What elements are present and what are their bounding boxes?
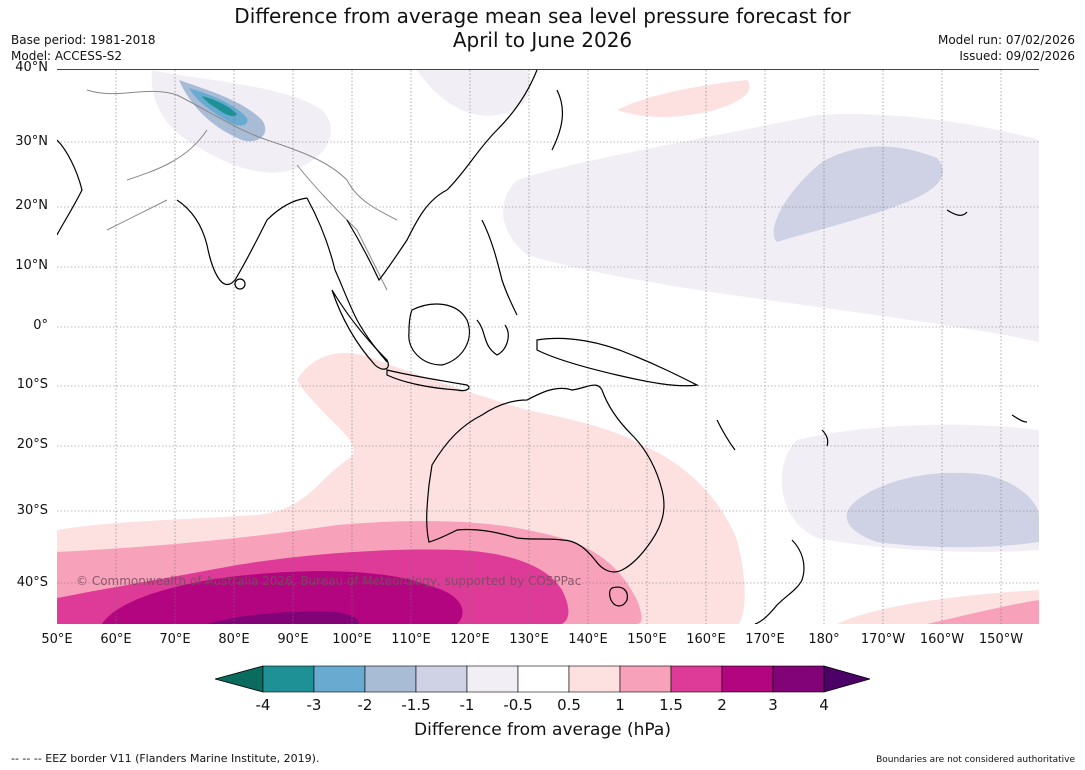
lon-label-180: 180° <box>808 632 840 647</box>
colorbar-tick: 0.5 <box>557 696 581 714</box>
colorbar-swatch-3 <box>364 665 417 693</box>
colorbar-swatch-11 <box>772 665 825 693</box>
eez-border-note: -- -- -- EEZ border V11 (Flanders Marine… <box>11 752 320 765</box>
lon-label-140e: 140°E <box>568 632 608 647</box>
lon-label-170e: 170°E <box>745 632 785 647</box>
lon-label-60e: 60°E <box>100 632 132 647</box>
title-line-1: Difference from average mean sea level p… <box>234 4 851 28</box>
colorbar-swatch-5 <box>466 665 519 693</box>
lon-label-110e: 110°E <box>391 632 431 647</box>
lon-label-150w: 150°W <box>978 632 1024 647</box>
colorbar-swatch-9 <box>670 665 723 693</box>
model-run: Model run: 07/02/2026 <box>937 33 1075 47</box>
lat-label-40n: 40°N <box>15 60 48 75</box>
lat-label-0: 0° <box>33 318 48 333</box>
anomaly-pos-2 <box>102 571 463 624</box>
lon-label-70e: 70°E <box>159 632 191 647</box>
colorbar-swatch-7 <box>568 665 621 693</box>
anomaly-neg-1 <box>773 146 1039 548</box>
lon-label-50e: 50°E <box>41 632 73 647</box>
coastlines <box>57 70 1028 624</box>
title-line-2: April to June 2026 <box>452 28 633 52</box>
copyright-watermark: © Commonwealth of Australia 2026, Bureau… <box>76 574 582 588</box>
lon-label-80e: 80°E <box>218 632 250 647</box>
colorbar-tick: -4 <box>255 696 271 714</box>
country-borders <box>86 89 398 291</box>
colorbar-tick: -1.5 <box>401 696 431 714</box>
lon-label-170w: 170°W <box>860 632 906 647</box>
lat-label-10s: 10°S <box>16 377 48 392</box>
colorbar-tick: 1.5 <box>659 696 683 714</box>
anomaly-himalaya <box>179 80 266 142</box>
lon-label-150e: 150°E <box>627 632 667 647</box>
colorbar-swatch-6 <box>517 665 570 693</box>
lat-label-30s: 30°S <box>16 503 48 518</box>
colorbar-swatch-10 <box>721 665 774 693</box>
colorbar-swatch-4 <box>415 665 468 693</box>
boundaries-disclaimer: Boundaries are not considered authoritat… <box>876 755 1075 765</box>
colorbar-tick: 2 <box>717 696 727 714</box>
colorbar-label: Difference from average (hPa) <box>414 720 671 740</box>
anomaly-pos-3 <box>207 611 359 624</box>
meta-left: Base period: 1981-2018 Model: ACCESS-S2 <box>11 32 156 64</box>
colorbar-tick: -1 <box>459 696 475 714</box>
colorbar-tick: -3 <box>306 696 322 714</box>
lon-label-130e: 130°E <box>509 632 549 647</box>
pressure-anomaly-map <box>57 69 1039 624</box>
lat-label-30n: 30°N <box>15 134 48 149</box>
lat-label-20n: 20°N <box>15 198 48 213</box>
colorbar-swatch-2 <box>313 665 366 693</box>
colorbar-tick: 4 <box>819 696 829 714</box>
model-name: Model: ACCESS-S2 <box>11 49 123 63</box>
issued-date: Issued: 09/02/2026 <box>959 49 1075 63</box>
map-canvas <box>57 70 1039 624</box>
graticule <box>57 70 1039 624</box>
lon-label-160e: 160°E <box>686 632 726 647</box>
lat-label-20s: 20°S <box>16 437 48 452</box>
lon-label-160w: 160°W <box>919 632 965 647</box>
colorbar-tick: 3 <box>768 696 778 714</box>
map-title: Difference from average mean sea level p… <box>0 4 1085 52</box>
colorbar-tick: -2 <box>357 696 373 714</box>
lon-label-100e: 100°E <box>332 632 372 647</box>
colorbar-swatch-8 <box>619 665 672 693</box>
lat-label-10n: 10°N <box>15 258 48 273</box>
colorbar-tick: -0.5 <box>503 696 533 714</box>
lon-label-90e: 90°E <box>277 632 309 647</box>
colorbar-arrow-right <box>823 665 872 693</box>
colorbar <box>213 664 872 694</box>
meta-right: Model run: 07/02/2026 Issued: 09/02/2026 <box>938 32 1075 64</box>
lat-label-40s: 40°S <box>16 575 48 590</box>
base-period: Base period: 1981-2018 <box>11 33 156 47</box>
colorbar-tick: 1 <box>615 696 625 714</box>
lon-label-120e: 120°E <box>450 632 490 647</box>
colorbar-swatch-1 <box>262 665 315 693</box>
colorbar-arrow-left <box>213 665 264 693</box>
